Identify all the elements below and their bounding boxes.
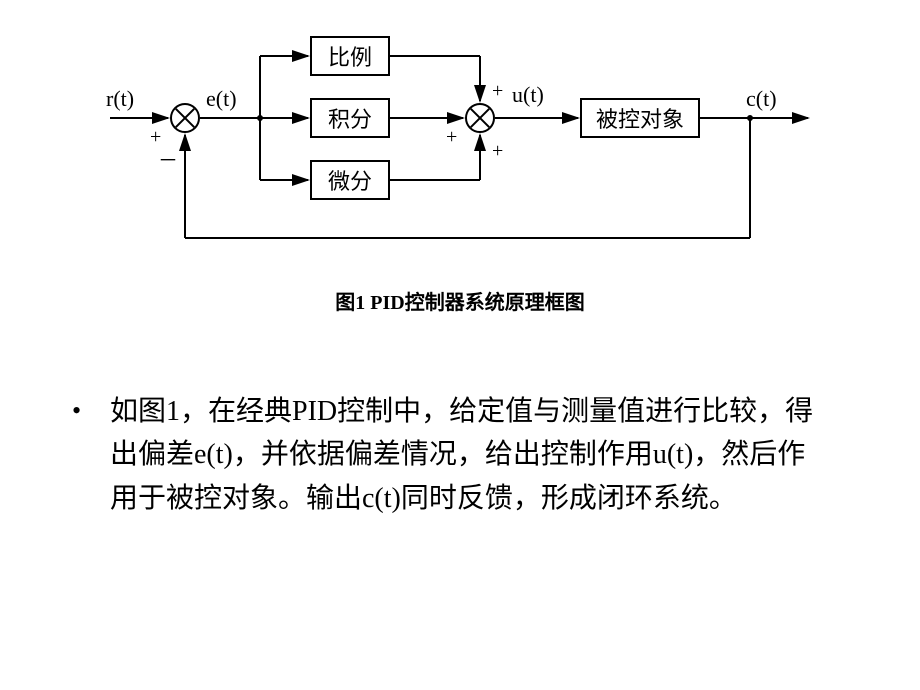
sign-sum2-plus-left: + bbox=[446, 126, 457, 149]
block-p-label: 比例 bbox=[328, 40, 372, 72]
bullet-marker: • bbox=[72, 396, 81, 426]
block-plant-label: 被控对象 bbox=[596, 102, 684, 134]
block-integral: 积分 bbox=[310, 98, 390, 138]
block-proportional: 比例 bbox=[310, 36, 390, 76]
body-paragraph: 如图1，在经典PID控制中，给定值与测量值进行比较，得出偏差e(t)，并依据偏差… bbox=[110, 390, 830, 520]
label-u: u(t) bbox=[512, 82, 544, 108]
sign-sum2-plus-top: + bbox=[492, 80, 503, 103]
label-r: r(t) bbox=[106, 86, 134, 112]
label-e: e(t) bbox=[206, 86, 237, 112]
sign-sum1-minus: － bbox=[158, 144, 178, 173]
block-plant: 被控对象 bbox=[580, 98, 700, 138]
sign-sum2-plus-bottom: + bbox=[492, 140, 503, 163]
block-derivative: 微分 bbox=[310, 160, 390, 200]
sum-junction-2 bbox=[465, 103, 495, 133]
diagram-lines bbox=[110, 28, 810, 258]
label-c: c(t) bbox=[746, 86, 777, 112]
block-d-label: 微分 bbox=[328, 164, 372, 196]
figure-caption: 图1 PID控制器系统原理框图 bbox=[0, 286, 920, 315]
pid-block-diagram: 比例 积分 微分 被控对象 r(t) e(t) u(t) c(t) + － + … bbox=[110, 28, 810, 258]
block-i-label: 积分 bbox=[328, 102, 372, 134]
sum-junction-1 bbox=[170, 103, 200, 133]
